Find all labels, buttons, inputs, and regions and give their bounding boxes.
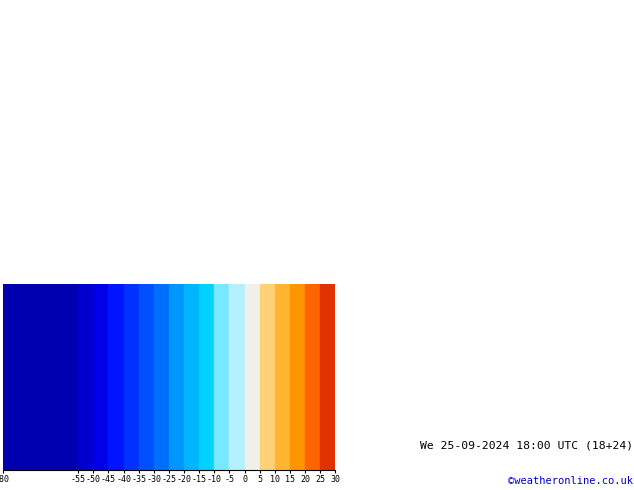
Bar xyxy=(230,284,245,470)
Bar xyxy=(78,284,93,470)
Bar xyxy=(169,284,184,470)
Bar xyxy=(184,284,199,470)
Text: We 25-09-2024 18:00 UTC (18+24): We 25-09-2024 18:00 UTC (18+24) xyxy=(420,441,633,451)
Bar xyxy=(108,284,124,470)
Bar xyxy=(320,284,335,470)
Bar xyxy=(139,284,154,470)
Text: Height/Temp. 100 hPa [gdmp][°C] GFS: Height/Temp. 100 hPa [gdmp][°C] GFS xyxy=(3,441,244,451)
Text: ©weatheronline.co.uk: ©weatheronline.co.uk xyxy=(508,476,633,486)
Bar xyxy=(124,284,139,470)
Bar xyxy=(245,284,260,470)
Bar xyxy=(275,284,290,470)
Bar xyxy=(260,284,275,470)
Bar xyxy=(154,284,169,470)
Bar xyxy=(290,284,305,470)
Bar xyxy=(199,284,214,470)
Bar xyxy=(305,284,320,470)
Bar xyxy=(214,284,230,470)
Bar xyxy=(93,284,108,470)
Bar xyxy=(3,284,78,470)
